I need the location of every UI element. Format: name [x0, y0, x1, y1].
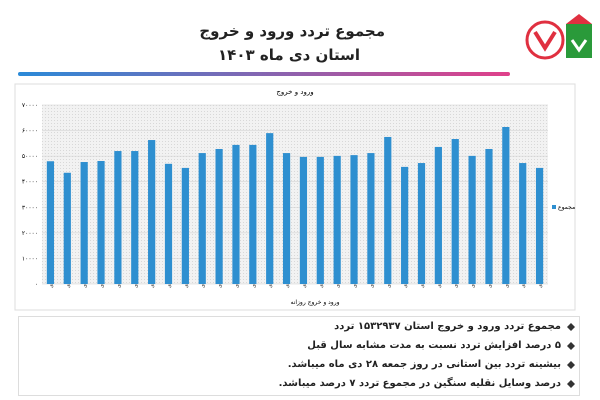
legend-swatch — [552, 205, 556, 209]
bar — [333, 155, 341, 284]
bar — [434, 146, 442, 284]
logo — [525, 14, 592, 60]
bar — [114, 151, 122, 284]
bar — [468, 155, 476, 284]
note: مجموع تردد ورود و خروج استان ۱۵۳۲۹۳۷ ترد… — [19, 317, 579, 336]
bar — [502, 126, 510, 285]
bar — [266, 133, 274, 284]
bar — [198, 153, 206, 284]
bar — [232, 144, 240, 284]
bar — [367, 153, 375, 284]
y-tick-label: ۷۰۰۰۰ — [22, 102, 38, 109]
bar — [249, 144, 257, 284]
note-text: بیشینه تردد بین استانی در روز جمعه ۲۸ دی… — [287, 359, 561, 370]
y-tick-label: ۵۰۰۰۰ — [22, 153, 38, 160]
bullet — [567, 341, 575, 350]
bar — [519, 163, 527, 284]
note-text: مجموع تردد ورود و خروج استان ۱۵۳۲۹۳۷ ترد… — [334, 321, 561, 332]
bar — [215, 148, 223, 284]
bar — [46, 161, 55, 284]
chart-title: ورود و خروج — [276, 88, 313, 96]
chart-frame — [14, 83, 576, 311]
title: مجموع تردد ورود و خروج — [199, 22, 385, 40]
note: بیشینه تردد بین استانی در روز جمعه ۲۸ دی… — [19, 355, 579, 374]
y-tick-label: ۰ — [35, 281, 38, 288]
subtitle: استان دی ماه ۱۴۰۳ — [218, 46, 360, 64]
y-tick-label: ۴۰۰۰۰ — [22, 179, 38, 186]
note-text: ۵ درصد افزایش تردد نسبت به مدت مشابه سال… — [307, 340, 561, 351]
bar — [80, 162, 88, 284]
bar — [282, 153, 291, 284]
bar — [350, 155, 358, 284]
bar — [451, 139, 459, 284]
bar — [131, 151, 139, 284]
bar — [97, 161, 105, 284]
bar — [299, 156, 308, 284]
bullet — [567, 379, 575, 388]
bar — [63, 172, 71, 284]
bar — [181, 167, 189, 284]
note: درصد وسایل نقلیه سنگین در مجموع تردد ۷ د… — [19, 374, 579, 393]
y-tick-label: ۲۰۰۰۰ — [22, 230, 38, 237]
bar — [485, 148, 493, 284]
bar — [535, 167, 544, 284]
bar — [401, 166, 409, 284]
notes-box: مجموع تردد ورود و خروج استان ۱۵۳۲۹۳۷ ترد… — [18, 316, 580, 396]
bar — [164, 163, 173, 284]
note-text: درصد وسایل نقلیه سنگین در مجموع تردد ۷ د… — [278, 378, 561, 389]
note: ۵ درصد افزایش تردد نسبت به مدت مشابه سال… — [19, 336, 579, 355]
plot-area — [42, 105, 548, 284]
legend-label: مجموع — [558, 204, 575, 211]
bullet — [567, 360, 575, 369]
bar — [417, 163, 426, 284]
x-axis-title: ورود و خروج روزانه — [290, 299, 339, 306]
y-tick-label: ۱۰۰۰۰ — [22, 255, 38, 262]
y-tick-label: ۳۰۰۰۰ — [22, 204, 38, 211]
bar — [384, 136, 392, 284]
bar — [148, 140, 156, 284]
bar — [316, 156, 324, 284]
divider — [18, 72, 510, 76]
bullet — [567, 322, 575, 331]
y-tick-label: ۶۰۰۰۰ — [22, 128, 38, 135]
